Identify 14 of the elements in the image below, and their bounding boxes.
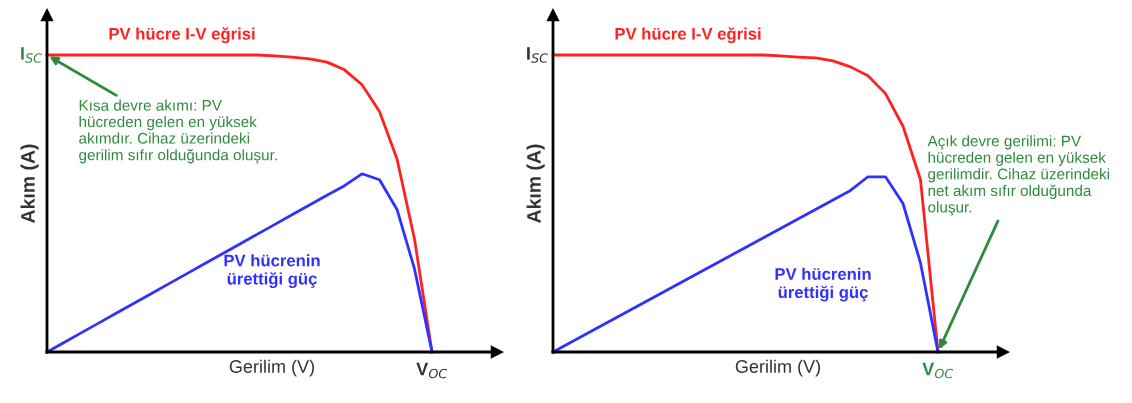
x-axis-title: Gerilim (V): [229, 359, 315, 377]
y-axis-title: Akım (A): [20, 144, 39, 223]
series-label: PV hücre I-V eğrisi: [109, 27, 255, 44]
series-label: PV hücre I-V eğrisi: [615, 27, 761, 44]
x-axis-title: Gerilim (V): [735, 359, 821, 377]
y-axis-title: Akım (A): [526, 144, 545, 223]
text: V$_{OC}$: [416, 362, 448, 379]
annotation: I$_{SC}$: [21, 47, 42, 63]
annotation: I$_{SC}$: [527, 47, 548, 63]
annotation: Kısa devre akımı: PV hücreden gelen en yüksek akımdır. Cihaz üzerindeki gerilim sıfır olduğunda oluşur.: [79, 99, 277, 164]
series-label: PV hücrenin ürettiği güç: [775, 267, 871, 302]
text: V$_{OC}$: [922, 362, 954, 379]
annotation: Açık devre gerilimi: PV hücreden gelen en yüksek gerilimdir. Cihaz üzerindeki net akım sıfır olduğunda oluşur.: [927, 135, 1110, 216]
series-label: PV hücrenin ürettiği güç: [224, 254, 320, 289]
